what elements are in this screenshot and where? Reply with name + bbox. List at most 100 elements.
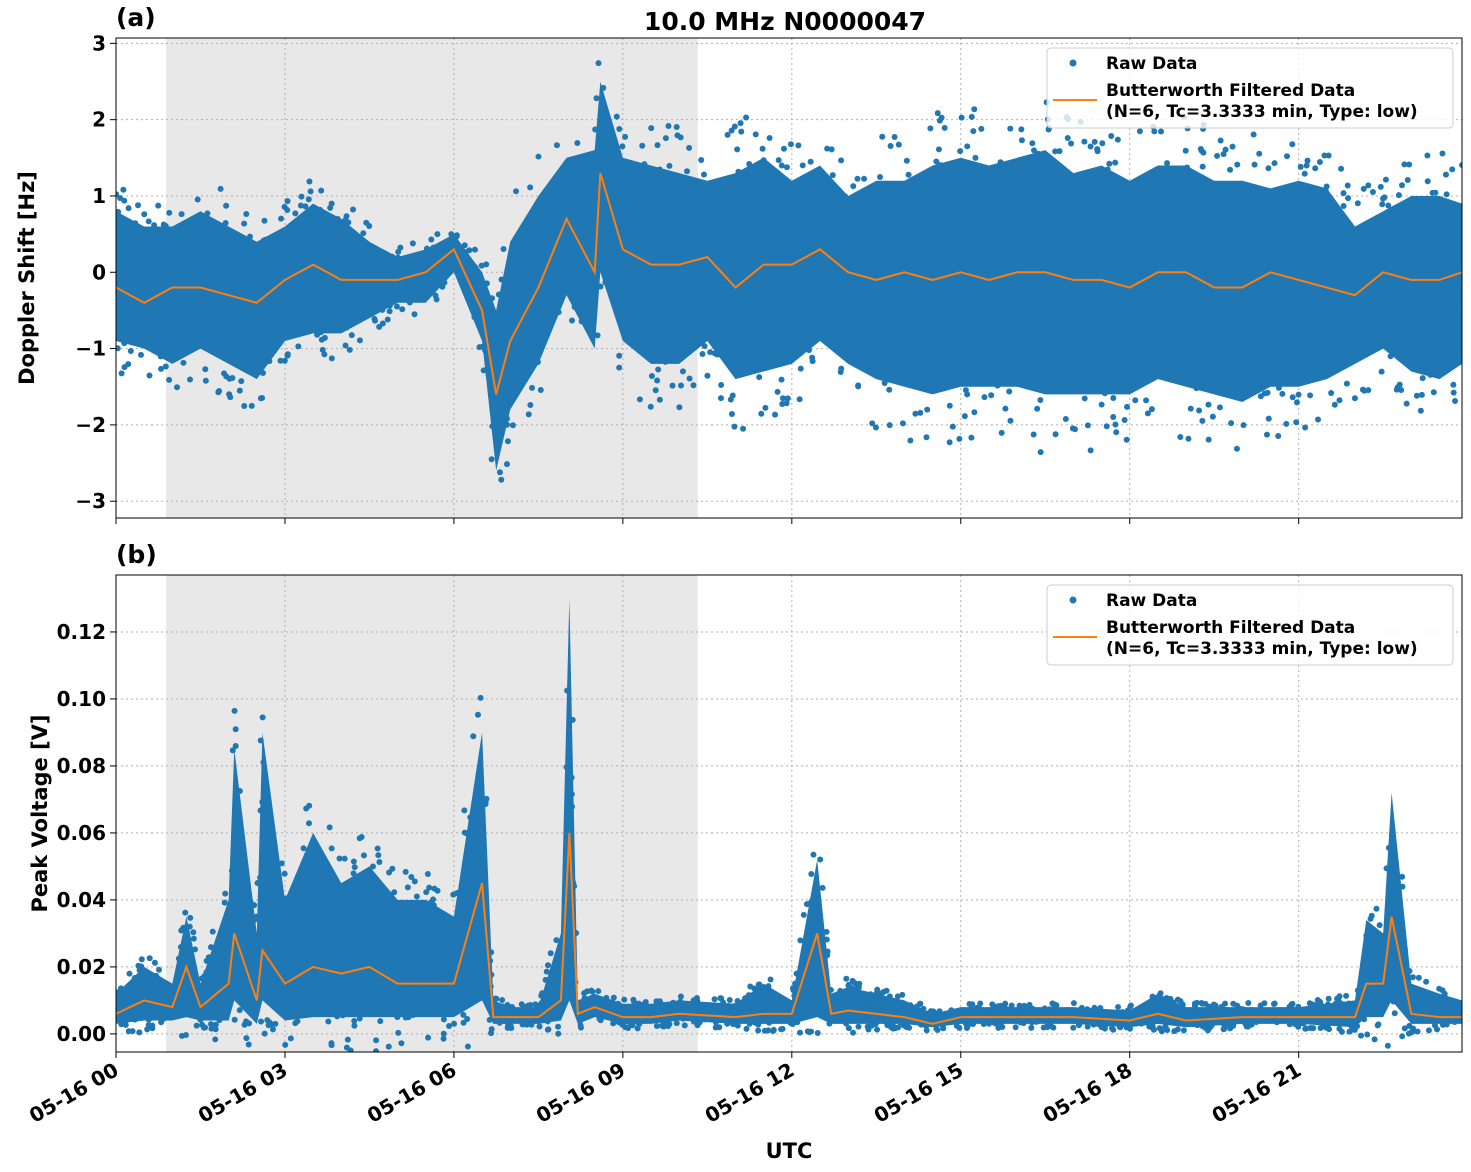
raw-point	[1037, 449, 1044, 456]
raw-point	[497, 386, 504, 393]
raw-point	[576, 230, 583, 237]
raw-point	[627, 235, 634, 242]
raw-point	[535, 153, 542, 160]
raw-point	[119, 987, 126, 994]
raw-point	[956, 435, 963, 442]
raw-point	[1004, 161, 1011, 168]
y-tick-label: 0.08	[57, 754, 106, 778]
raw-point	[1038, 364, 1045, 371]
raw-point	[597, 283, 604, 290]
raw-point	[1405, 1030, 1412, 1037]
raw-point	[624, 1018, 631, 1025]
raw-point	[447, 984, 454, 991]
raw-point	[282, 940, 289, 947]
raw-point	[978, 296, 985, 303]
raw-point	[759, 211, 766, 218]
raw-point	[1345, 221, 1352, 228]
raw-point	[1332, 1000, 1339, 1007]
raw-point	[807, 222, 814, 229]
raw-point	[616, 223, 623, 230]
raw-point	[1040, 284, 1047, 291]
raw-point	[202, 377, 209, 384]
raw-point	[298, 193, 305, 200]
raw-point	[328, 1042, 335, 1049]
raw-point	[1338, 1028, 1345, 1035]
raw-point	[446, 243, 453, 250]
raw-point	[336, 855, 343, 862]
raw-point	[1069, 354, 1076, 361]
raw-point	[212, 1036, 219, 1043]
raw-point	[589, 290, 596, 297]
raw-point	[1436, 290, 1443, 297]
raw-point	[1143, 397, 1150, 404]
raw-point	[273, 876, 280, 883]
raw-point	[1398, 267, 1405, 274]
raw-point	[960, 197, 967, 204]
raw-point	[419, 935, 426, 942]
raw-point	[979, 246, 986, 253]
raw-point	[513, 188, 520, 195]
raw-point	[958, 114, 965, 121]
raw-point	[1334, 251, 1341, 258]
raw-point	[176, 274, 183, 281]
raw-point	[1228, 245, 1235, 252]
raw-point	[905, 364, 912, 371]
raw-point	[523, 343, 530, 350]
raw-point	[619, 143, 626, 150]
raw-point	[785, 210, 792, 217]
raw-point	[136, 1029, 143, 1036]
raw-point	[480, 281, 487, 288]
y-tick-label: 0.06	[57, 821, 106, 845]
raw-point	[1016, 162, 1023, 169]
raw-point	[379, 306, 386, 313]
raw-point	[647, 403, 654, 410]
raw-point	[345, 319, 352, 326]
raw-point	[191, 276, 198, 283]
raw-point	[1205, 252, 1212, 259]
raw-point	[1274, 242, 1281, 249]
raw-point	[1257, 1002, 1264, 1009]
raw-point	[1386, 292, 1393, 299]
raw-point	[430, 896, 437, 903]
raw-point	[185, 988, 192, 995]
raw-point	[317, 206, 324, 213]
raw-point	[278, 215, 285, 222]
raw-point	[543, 968, 550, 975]
raw-point	[1377, 183, 1384, 190]
raw-point	[598, 167, 605, 174]
raw-point	[949, 423, 956, 430]
raw-point	[765, 983, 772, 990]
raw-point	[1316, 158, 1323, 165]
raw-point	[1093, 265, 1100, 272]
raw-point	[462, 861, 469, 868]
raw-point	[386, 910, 393, 917]
raw-point	[1367, 943, 1374, 950]
raw-point	[971, 106, 978, 113]
raw-point	[1356, 245, 1363, 252]
raw-point	[559, 198, 566, 205]
raw-point	[483, 303, 490, 310]
raw-point	[704, 184, 711, 191]
raw-point	[1277, 188, 1284, 195]
raw-point	[1075, 303, 1082, 310]
raw-point	[893, 1016, 900, 1023]
raw-point	[454, 987, 461, 994]
raw-point	[1025, 298, 1032, 305]
raw-point	[1375, 1021, 1382, 1028]
raw-point	[223, 202, 230, 209]
raw-point	[1354, 230, 1361, 237]
raw-point	[440, 941, 447, 948]
raw-point	[917, 409, 924, 416]
raw-point	[1146, 331, 1153, 338]
raw-point	[1083, 237, 1090, 244]
raw-point	[829, 172, 836, 179]
raw-point	[1256, 254, 1263, 261]
raw-point	[297, 1011, 304, 1018]
raw-point	[1340, 190, 1347, 197]
raw-point	[1251, 161, 1258, 168]
raw-point	[855, 1016, 862, 1023]
raw-point	[209, 928, 216, 935]
raw-point	[227, 909, 234, 916]
raw-point	[1359, 386, 1366, 393]
raw-point	[735, 168, 742, 175]
